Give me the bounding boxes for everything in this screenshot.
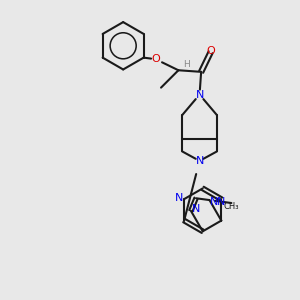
Text: N: N (210, 196, 218, 207)
Text: H: H (183, 60, 190, 69)
Text: O: O (206, 46, 215, 56)
Text: N: N (191, 204, 200, 214)
Text: O: O (151, 54, 160, 64)
Text: N: N (175, 193, 184, 202)
Text: N: N (217, 196, 226, 207)
Text: N: N (195, 156, 204, 166)
Text: N: N (195, 90, 204, 100)
Text: CH₃: CH₃ (224, 202, 239, 211)
